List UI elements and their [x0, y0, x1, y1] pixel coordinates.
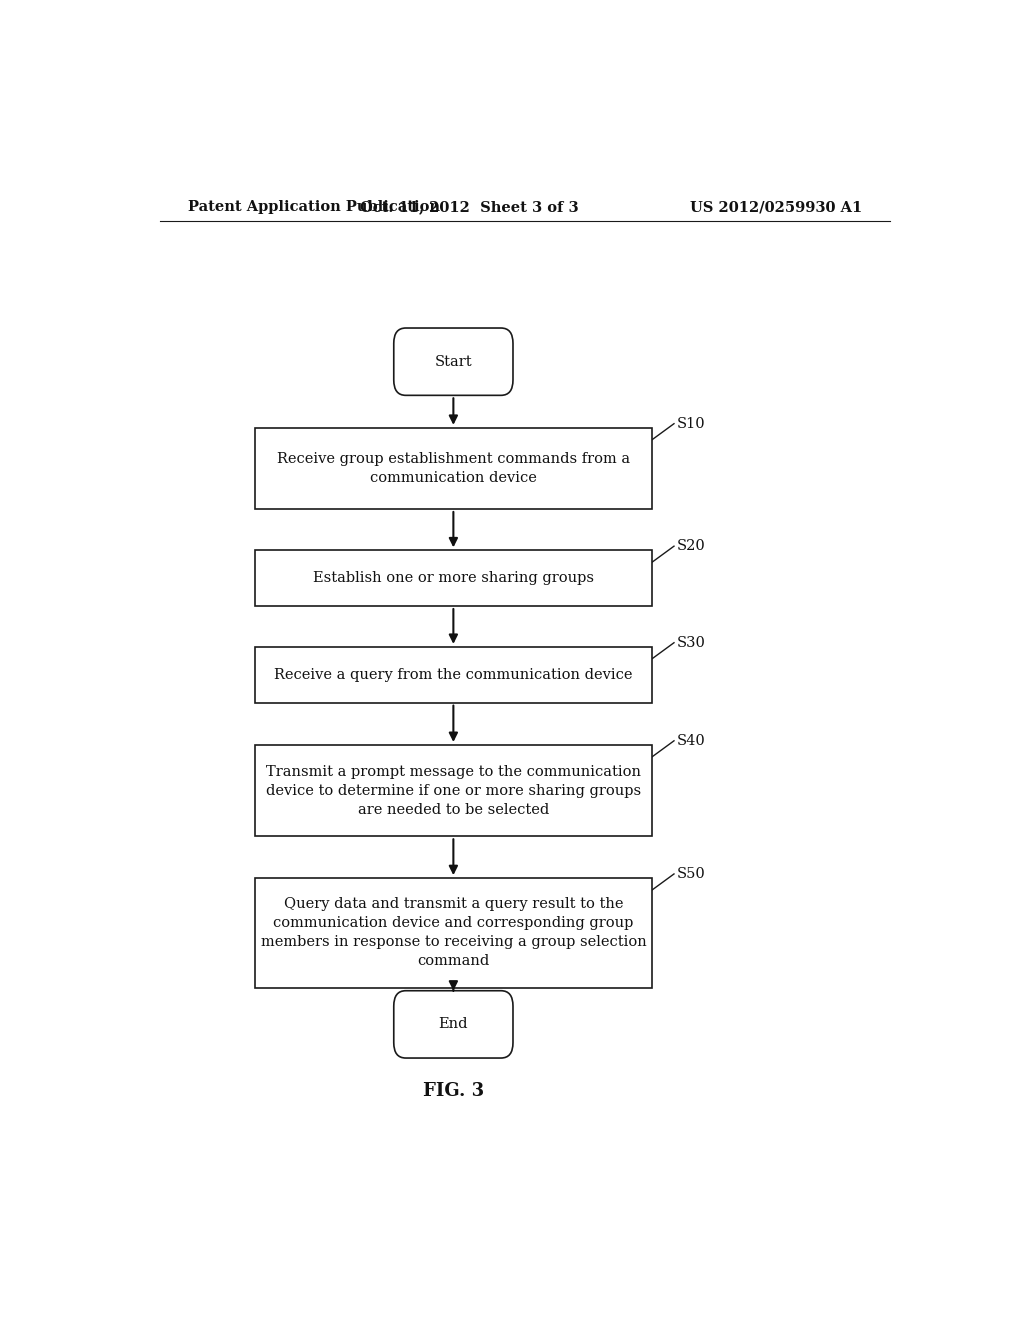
FancyBboxPatch shape	[255, 550, 651, 606]
Text: US 2012/0259930 A1: US 2012/0259930 A1	[690, 201, 862, 214]
FancyBboxPatch shape	[255, 647, 651, 702]
Text: S20: S20	[677, 539, 706, 553]
Text: Establish one or more sharing groups: Establish one or more sharing groups	[313, 572, 594, 585]
Text: S50: S50	[677, 867, 706, 880]
Text: S40: S40	[677, 734, 706, 748]
Text: FIG. 3: FIG. 3	[423, 1082, 484, 1101]
FancyBboxPatch shape	[255, 878, 651, 987]
Text: Receive group establishment commands from a
communication device: Receive group establishment commands fro…	[276, 451, 630, 484]
Text: Patent Application Publication: Patent Application Publication	[187, 201, 439, 214]
Text: End: End	[438, 1018, 468, 1031]
Text: Start: Start	[434, 355, 472, 368]
Text: S30: S30	[677, 636, 706, 649]
Text: S10: S10	[677, 417, 706, 430]
FancyBboxPatch shape	[255, 428, 651, 510]
Text: Oct. 11, 2012  Sheet 3 of 3: Oct. 11, 2012 Sheet 3 of 3	[359, 201, 579, 214]
Text: Query data and transmit a query result to the
communication device and correspon: Query data and transmit a query result t…	[260, 898, 646, 969]
FancyBboxPatch shape	[394, 991, 513, 1059]
Text: Transmit a prompt message to the communication
device to determine if one or mor: Transmit a prompt message to the communi…	[266, 764, 641, 817]
FancyBboxPatch shape	[394, 327, 513, 396]
Text: Receive a query from the communication device: Receive a query from the communication d…	[274, 668, 633, 681]
FancyBboxPatch shape	[255, 744, 651, 837]
